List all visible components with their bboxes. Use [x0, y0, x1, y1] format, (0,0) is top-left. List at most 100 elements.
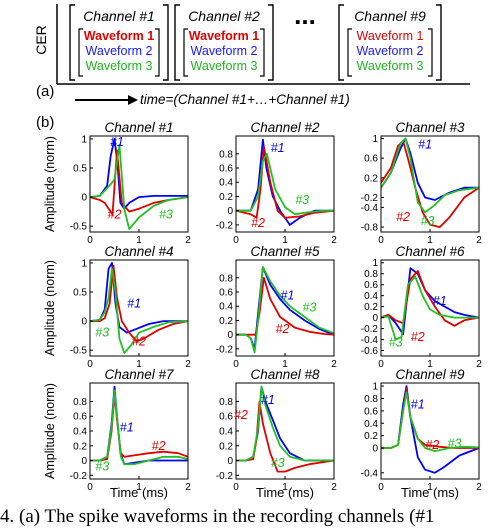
xtick-label: 0 [87, 235, 93, 246]
figure-caption: 4. (a) The spike waveforms in the record… [0, 506, 435, 527]
series-w1 [90, 138, 188, 210]
series-label-w3: #3 [95, 459, 109, 473]
series-w2 [381, 270, 479, 327]
ytick-label: 0.8 [219, 149, 233, 160]
series-w3 [381, 275, 479, 341]
ytick-label: 0 [81, 317, 87, 328]
ytick-label: 0.6 [364, 280, 378, 291]
xtick-label: 1 [136, 359, 142, 370]
ytick-label: 0.6 [364, 406, 378, 417]
xtick-label: 2 [476, 359, 482, 370]
series-group [236, 138, 334, 226]
series-w2 [381, 140, 479, 228]
ytick-label: -0.2 [216, 344, 234, 355]
ytick-label: -0.4 [361, 335, 379, 346]
ytick-label: 0.6 [73, 412, 87, 423]
plot-frame [380, 382, 480, 480]
ytick-label: 0.8 [364, 269, 378, 280]
series-w3 [236, 385, 334, 462]
ytick-label: 0.4 [219, 178, 233, 189]
series-label-w2: #2 [234, 408, 248, 422]
ytick-label: 0.6 [219, 288, 233, 299]
xtick-label: 2 [331, 359, 337, 370]
xtick-label: 0 [87, 482, 93, 493]
ytick-label: -0.6 [361, 346, 379, 357]
ytick-label: 0.2 [364, 431, 378, 442]
xtick-label: 0 [233, 235, 239, 246]
xtick-label: 0 [87, 359, 93, 370]
xtick-label: 0 [378, 482, 384, 493]
xtick-label: 2 [185, 235, 191, 246]
ytick-label: 1 [372, 382, 378, 393]
subplot-channel-4: Channel #4 1 0.5 0 -0.5 0 1 2 #1 #2 #3 [70, 244, 191, 370]
subplot-title: Channel #7 [104, 367, 174, 382]
ytick-label: 0.8 [364, 394, 378, 405]
series-w3 [381, 391, 479, 452]
subplot-title: Channel #1 [104, 120, 173, 135]
series-w3 [90, 267, 188, 354]
ytick-label: -0.2 [361, 324, 379, 335]
series-label-w2: #2 [108, 208, 122, 222]
xtick-label: 0 [233, 482, 239, 493]
series-label-w2: #2 [132, 334, 146, 348]
xtick-label: 1 [136, 482, 142, 493]
series-label-w2: #2 [411, 330, 425, 344]
inner-bracket-right [428, 28, 433, 77]
inner-bracket-right [260, 28, 265, 77]
xtick-label: 0 [378, 359, 384, 370]
series-label-w1: #1 [110, 135, 124, 149]
series-label-w1: #1 [433, 294, 447, 308]
ytick-label: 0.4 [364, 419, 378, 430]
ytick-label: -0.2 [216, 220, 234, 231]
subplot-title: Channel #5 [250, 244, 320, 259]
channel-title: Channel #9 [354, 8, 426, 24]
ytick-label: -0.5 [70, 346, 88, 357]
xtick-label: 1 [282, 235, 288, 246]
subplot-title: Channel #4 [104, 244, 173, 259]
xlabel-col-2: Time (ms) [256, 485, 314, 500]
xtick-label: 2 [331, 235, 337, 246]
series-label-w3: #3 [303, 301, 317, 315]
ytick-label: 0 [227, 456, 233, 467]
series-label-w3: #3 [295, 193, 309, 207]
ytick-label: 0 [372, 313, 378, 324]
waveform-label-1: Waveform 1 [357, 29, 424, 43]
xtick-label: 2 [331, 482, 337, 493]
series-group [90, 262, 188, 354]
waveform-label-3: Waveform 3 [191, 59, 258, 73]
waveform-label-3: Waveform 3 [357, 59, 424, 73]
ytick-label: -0.5 [70, 222, 88, 233]
series-label-w2: #2 [152, 439, 166, 453]
ytick-label: 0.6 [219, 164, 233, 175]
ytick-label: 0.2 [219, 316, 233, 327]
waveform-label-2: Waveform 2 [191, 44, 258, 58]
bracket-right [268, 4, 274, 81]
series-label-w3: #3 [421, 214, 435, 228]
xtick-label: 0 [233, 359, 239, 370]
series-w3 [381, 137, 479, 214]
xtick-label: 1 [427, 482, 433, 493]
xtick-label: 1 [136, 235, 142, 246]
bracket-left [338, 4, 344, 81]
ytick-label: 0 [81, 193, 87, 204]
ytick-label: -0.2 [216, 471, 234, 482]
ylabel-row-2: Amplitude (norm) [43, 260, 57, 356]
ytick-label: 1 [372, 134, 378, 145]
series-group [381, 385, 479, 474]
ytick-label: -0.2 [70, 471, 88, 482]
series-group [90, 385, 188, 466]
series-label-w1: #1 [280, 289, 294, 303]
cer-label: CER [33, 25, 49, 55]
subplot-title: Channel #6 [395, 244, 465, 259]
time-arrow-head [128, 95, 138, 105]
subplot-channel-8: Channel #80.80.60.40.20-0.20 1 2#1#2#3 [216, 367, 337, 493]
subplot-channel-6: Channel #610.80.60.40.20-0.2-0.4-0.60 1 2#… [361, 244, 482, 370]
ellipsis: ... [294, 0, 316, 30]
plot-frame [235, 382, 335, 480]
series-w1 [236, 266, 334, 350]
bracket-right [163, 4, 169, 81]
xtick-label: 2 [185, 359, 191, 370]
series-label-w3: #3 [389, 335, 403, 349]
